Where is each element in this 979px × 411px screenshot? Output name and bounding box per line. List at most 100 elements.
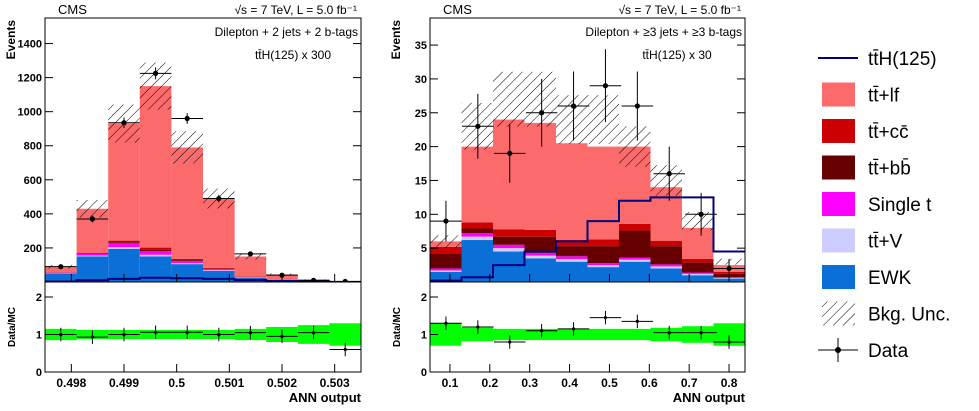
bar-ewk-bin-5 — [203, 270, 235, 282]
ratio-band-bin-1 — [461, 327, 493, 342]
x-tick-label-0: 0.498 — [56, 376, 86, 390]
ratio-point-2 — [508, 340, 512, 344]
ratio-frame — [429, 281, 746, 373]
bar-ttv-bin-4 — [556, 258, 588, 262]
experiment-label: CMS — [58, 2, 87, 17]
legend-swatch — [822, 228, 855, 253]
ratio-y-tick-label-0: 0 — [36, 367, 42, 379]
x-tick-label-2: 0.3 — [521, 376, 538, 390]
energy-lumi-label: √s = 7 TeV, L = 5.0 fb⁻¹ — [618, 3, 741, 17]
bar-singlet-bin-4 — [171, 261, 203, 264]
channel-label: Dilepton + 2 jets + 2 b-tags — [215, 25, 358, 39]
uncertainty-band-bin-3 — [524, 71, 556, 127]
ratio-point-4 — [185, 330, 189, 334]
x-tick-label-5: 0.6 — [641, 376, 658, 390]
ratio-band-bin-9 — [713, 323, 745, 346]
bar-ttcc-bin-4 — [171, 258, 203, 261]
bar-singlet-bin-2 — [493, 244, 525, 249]
signal-tth-line — [430, 196, 745, 282]
bar-ewk-bin-4 — [171, 264, 203, 282]
legend-label: Single t — [868, 195, 932, 216]
bar-singlet-bin-3 — [524, 252, 556, 256]
ratio-point-6 — [248, 331, 252, 335]
y-tick-label-4: 25 — [415, 108, 427, 120]
bar-ttbb-bin-3 — [139, 249, 172, 252]
legend-label: tt̄H(125) — [868, 49, 937, 70]
bar-ttlf-bin-2 — [493, 119, 525, 230]
x-tick-label-0: 0.1 — [442, 376, 459, 390]
ratio-point-5 — [217, 332, 221, 337]
legend-entry-8: Data — [818, 338, 909, 362]
bar-ttv-bin-8 — [682, 273, 714, 276]
bar-ttlf-bin-1 — [461, 146, 493, 223]
y-axis-label: Events — [389, 20, 403, 60]
y-tick-label-1: 400 — [24, 209, 42, 221]
legend-entry-0: tt̄H(125) — [818, 49, 937, 70]
bar-ewk-bin-0 — [45, 273, 77, 282]
legend-label: Bkg. Unc. — [868, 305, 950, 326]
data-point-2 — [507, 150, 513, 156]
ratio-axis-label: Data/MC — [392, 307, 403, 347]
legend-entry-4: Single t — [822, 192, 932, 216]
bar-ttv-bin-5 — [203, 270, 235, 271]
legend-marker-dot — [835, 347, 841, 353]
bar-ttcc-bin-5 — [587, 239, 619, 247]
data-point-3 — [539, 110, 545, 116]
bar-ewk-bin-4 — [556, 261, 588, 282]
x-tick-label-5: 0.503 — [320, 376, 350, 390]
ratio-y-tick-label-0: 0 — [421, 367, 427, 379]
bar-ttlf-bin-5 — [587, 146, 619, 240]
data-point-1 — [89, 216, 95, 222]
bar-ttbb-bin-5 — [587, 246, 619, 264]
ratio-band-bin-4 — [556, 328, 588, 341]
bar-ttlf-bin-4 — [556, 143, 588, 241]
x-tick-label-2: 0.5 — [168, 376, 185, 390]
ratio-point-8 — [312, 331, 316, 335]
ratio-y-tick-label-2: 2 — [421, 292, 427, 304]
y-tick-label-2: 600 — [24, 175, 42, 187]
ratio-point-1 — [90, 335, 94, 339]
bar-ttbb-bin-0 — [430, 253, 462, 269]
ratio-y-tick-label-2: 2 — [36, 292, 42, 304]
bar-ewk-bin-1 — [461, 240, 493, 282]
bar-ewk-bin-1 — [76, 256, 109, 282]
ratio-point-7 — [280, 334, 284, 338]
bar-ttlf-bin-3 — [524, 122, 556, 230]
ratio-axis-label: Data/MC — [7, 307, 18, 347]
bar-ttlf-bin-7 — [650, 187, 682, 241]
ratio-point-9 — [343, 347, 347, 352]
data-point-7 — [666, 171, 672, 177]
uncertainty-band-bin-8 — [682, 211, 714, 231]
ratio-point-7 — [667, 331, 671, 335]
y-tick-label-0: 5 — [421, 243, 427, 255]
bar-ewk-bin-6 — [619, 261, 651, 282]
bar-singlet-bin-2 — [108, 243, 140, 248]
legend-label: Data — [868, 341, 909, 362]
bar-ttv-bin-0 — [430, 270, 462, 272]
ratio-point-3 — [154, 330, 158, 334]
legend-swatch-hatch — [822, 301, 855, 326]
signal-scale-label: tt̄H(125) x 30 — [642, 48, 712, 62]
bar-ewk-bin-2 — [493, 251, 525, 282]
bar-ttbb-bin-8 — [682, 262, 714, 273]
bar-ttbb-bin-5 — [203, 268, 235, 270]
ratio-band-bin-7 — [650, 327, 682, 342]
uncertainty-band-bin-1 — [76, 199, 109, 218]
y-tick-label-6: 35 — [415, 40, 427, 52]
bar-ttbb-bin-4 — [171, 260, 203, 262]
legend-entry-7: Bkg. Unc. — [822, 301, 950, 326]
bar-ttcc-bin-1 — [76, 252, 109, 254]
bar-ttv-bin-3 — [524, 255, 556, 259]
legend-swatch — [822, 82, 855, 107]
x-tick-label-4: 0.5 — [601, 376, 618, 390]
legend-entry-5: tt̄+V — [822, 228, 903, 253]
bar-ttv-bin-5 — [587, 265, 619, 268]
bar-ttlf-bin-2 — [108, 123, 140, 241]
uncertainty-band-bin-6 — [619, 126, 651, 167]
bar-singlet-bin-0 — [45, 272, 77, 274]
energy-lumi-label: √s = 7 TeV, L = 5.0 fb⁻¹ — [234, 3, 357, 17]
ratio-point-9 — [727, 340, 731, 344]
bar-ttv-bin-2 — [108, 247, 140, 249]
bar-singlet-bin-0 — [430, 268, 462, 271]
